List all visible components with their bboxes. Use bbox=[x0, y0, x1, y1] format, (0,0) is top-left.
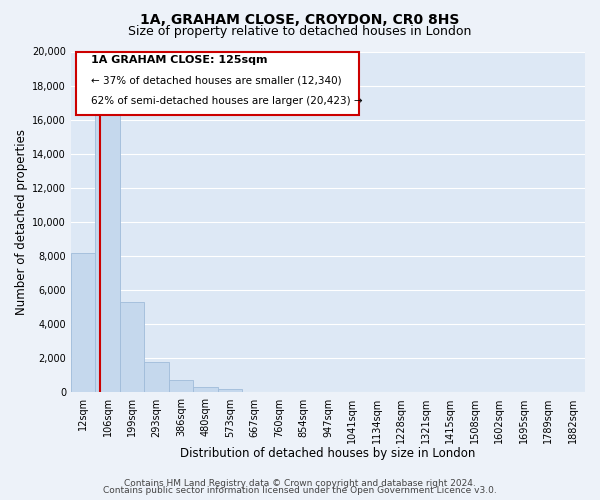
Bar bbox=[218, 389, 242, 392]
FancyBboxPatch shape bbox=[76, 52, 359, 114]
X-axis label: Distribution of detached houses by size in London: Distribution of detached houses by size … bbox=[180, 447, 476, 460]
Bar bbox=[145, 362, 169, 392]
Bar bbox=[120, 302, 145, 392]
Text: 1A GRAHAM CLOSE: 125sqm: 1A GRAHAM CLOSE: 125sqm bbox=[91, 55, 268, 65]
Text: 1A, GRAHAM CLOSE, CROYDON, CR0 8HS: 1A, GRAHAM CLOSE, CROYDON, CR0 8HS bbox=[140, 12, 460, 26]
Bar bbox=[95, 110, 120, 393]
Bar bbox=[71, 252, 95, 392]
Bar bbox=[193, 388, 218, 392]
Text: Contains public sector information licensed under the Open Government Licence v3: Contains public sector information licen… bbox=[103, 486, 497, 495]
Y-axis label: Number of detached properties: Number of detached properties bbox=[15, 129, 28, 315]
Text: Contains HM Land Registry data © Crown copyright and database right 2024.: Contains HM Land Registry data © Crown c… bbox=[124, 478, 476, 488]
Text: 62% of semi-detached houses are larger (20,423) →: 62% of semi-detached houses are larger (… bbox=[91, 96, 363, 106]
Text: ← 37% of detached houses are smaller (12,340): ← 37% of detached houses are smaller (12… bbox=[91, 76, 342, 86]
Bar bbox=[169, 380, 193, 392]
Text: Size of property relative to detached houses in London: Size of property relative to detached ho… bbox=[128, 25, 472, 38]
